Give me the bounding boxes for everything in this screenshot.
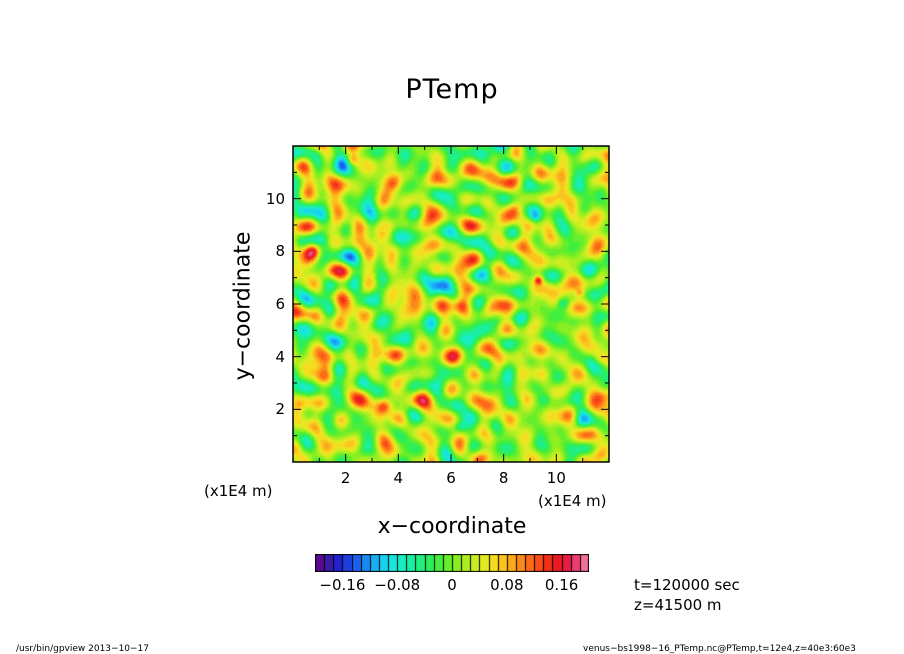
plot-border xyxy=(292,145,610,463)
x-tick-label: 10 xyxy=(546,469,566,487)
x-tick-label: 6 xyxy=(446,469,456,487)
footer-program-date: /usr/bin/gpview 2013−10−17 xyxy=(16,644,150,654)
time-annotation: t=120000 sec xyxy=(634,576,740,594)
y-tick-label: 8 xyxy=(275,242,285,261)
y-axis-unit: (x1E4 m) xyxy=(204,482,273,500)
x-axis-unit: (x1E4 m) xyxy=(538,492,607,510)
footer-file-info: venus−bs1998−16_PTemp.nc@PTemp,t=12e4,z=… xyxy=(583,644,856,654)
y-tick-label: 6 xyxy=(275,295,285,313)
heatmap-plot xyxy=(293,146,609,462)
x-tick-label: 4 xyxy=(393,469,404,487)
y-tick-label: 4 xyxy=(275,347,285,366)
colorbar-tick-label: 0 xyxy=(447,576,457,594)
colorbar-tick-label: 0.08 xyxy=(490,576,524,594)
y-axis-label: y−coordinate xyxy=(230,231,256,381)
y-tick-label: 2 xyxy=(275,400,285,419)
y-tick-label: 10 xyxy=(265,189,285,208)
x-axis-label: x−coordinate xyxy=(377,514,527,539)
height-annotation: z=41500 m xyxy=(634,596,722,614)
x-tick-label: 2 xyxy=(340,469,351,487)
x-tick-label: 8 xyxy=(498,469,509,487)
colorbar xyxy=(315,554,589,572)
colorbar-tick-label: −0.08 xyxy=(374,576,421,594)
colorbar-tick-label: 0.16 xyxy=(544,576,579,594)
chart-title: PTemp xyxy=(405,74,499,105)
colorbar-tick-label: −0.16 xyxy=(319,576,366,594)
